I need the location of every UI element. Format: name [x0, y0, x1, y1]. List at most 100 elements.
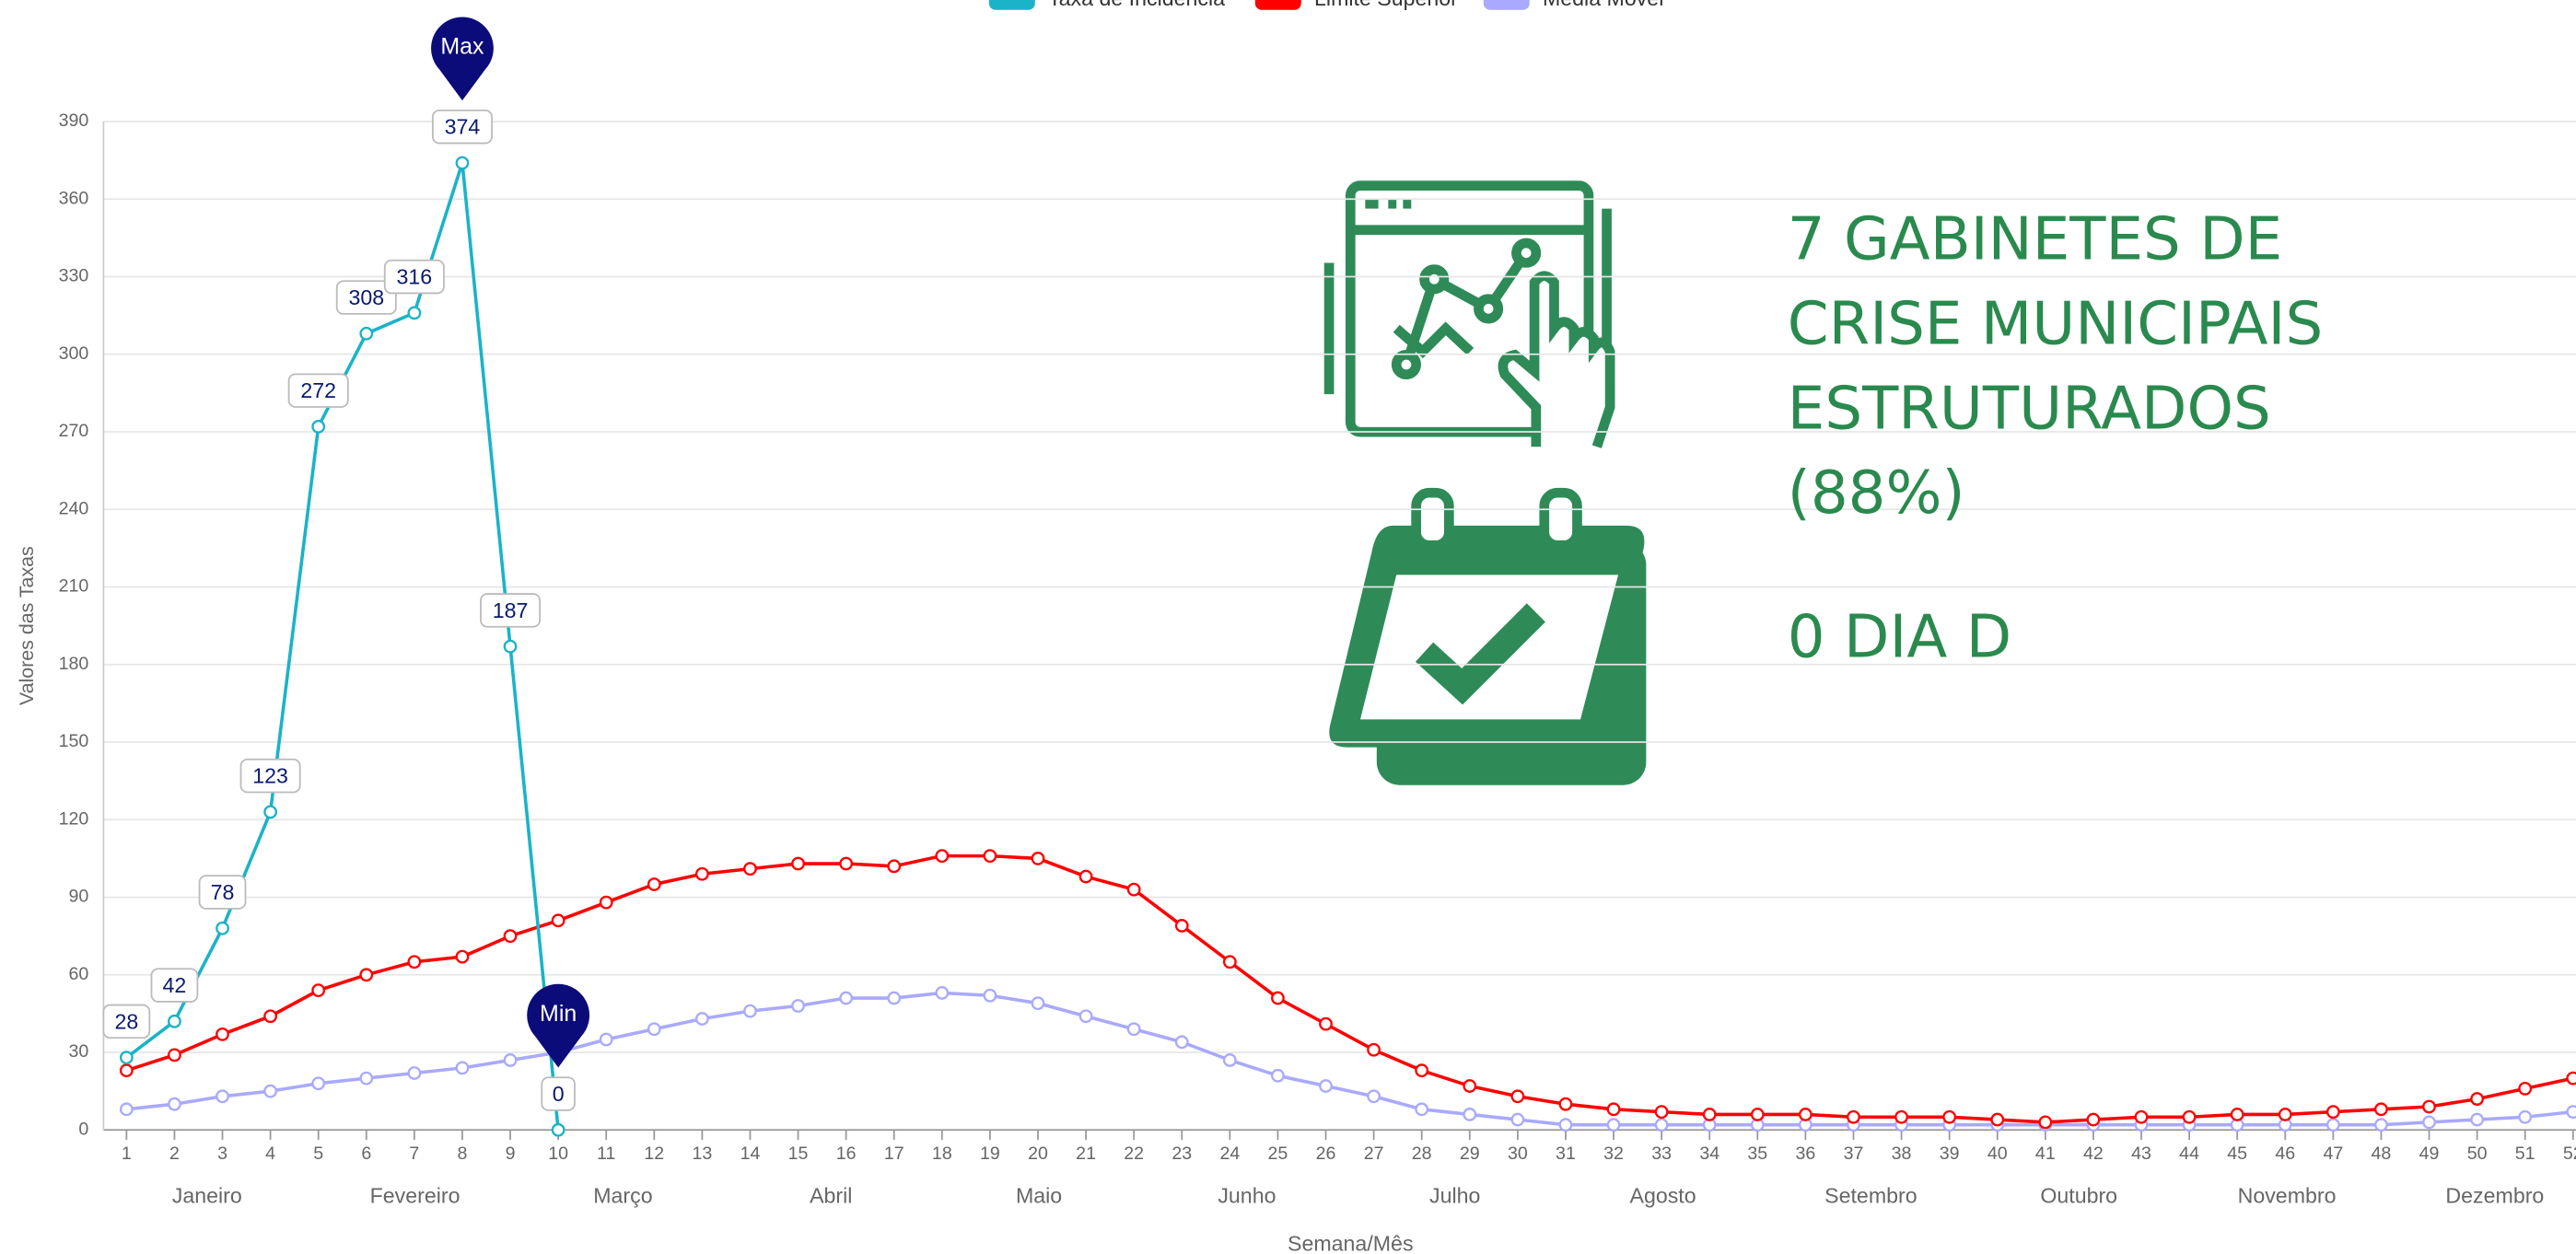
data-point [599, 895, 613, 910]
data-point [1894, 1109, 1908, 1124]
data-label: 28 [114, 1009, 138, 1033]
data-point [935, 849, 950, 864]
y-axis-label: Valores das Taxas [16, 546, 38, 705]
x-tick-label: 20 [1028, 1144, 1048, 1164]
x-tick-label: 28 [1412, 1144, 1432, 1164]
x-tick-label: 31 [1556, 1144, 1576, 1164]
data-label: 374 [445, 115, 481, 139]
data-point [551, 913, 565, 928]
x-tick-label: 15 [788, 1144, 809, 1164]
data-point [407, 1066, 422, 1080]
info-text: (88%) [1788, 459, 1965, 528]
x-axis-label: Semana/Mês [1288, 1231, 1414, 1254]
data-point [2518, 1081, 2533, 1096]
data-point [359, 1071, 374, 1086]
y-tick-label: 270 [59, 421, 89, 441]
data-point [1702, 1108, 1717, 1121]
data-point [119, 1102, 134, 1117]
x-tick-label: 35 [1747, 1144, 1767, 1164]
data-point [647, 877, 661, 891]
data-point [311, 983, 326, 998]
x-tick-label: 10 [548, 1144, 568, 1164]
x-tick-label: 48 [2372, 1144, 2392, 1164]
data-point [1319, 1016, 1333, 1031]
x-tick-label: 23 [1171, 1144, 1192, 1164]
x-tick-label: 51 [2515, 1144, 2535, 1164]
data-point [694, 866, 709, 881]
x-tick-label: 46 [2275, 1144, 2295, 1164]
x-tick-label: 11 [597, 1144, 615, 1164]
x-tick-label: 22 [1124, 1144, 1144, 1164]
annotation-label: Max [440, 34, 484, 60]
data-point [1510, 1112, 1525, 1127]
data-point [263, 1009, 278, 1024]
series-line [126, 991, 2573, 1127]
y-tick-label: 330 [59, 266, 89, 286]
data-point [2470, 1092, 2485, 1106]
data-point [1558, 1118, 1573, 1132]
data-point [1463, 1108, 1477, 1121]
data-point [359, 968, 374, 982]
month-label: Outubro [2040, 1184, 2117, 1208]
data-label-box [102, 1004, 151, 1039]
data-label-box [431, 109, 493, 145]
x-tick-label: 13 [692, 1144, 712, 1164]
x-tick-label: 14 [740, 1144, 761, 1164]
data-label-box [287, 373, 349, 408]
calendar-icon [1329, 487, 1647, 785]
x-tick-label: 33 [1651, 1144, 1672, 1164]
data-point [791, 856, 805, 871]
month-label: Fevereiro [370, 1184, 460, 1208]
x-tick-label: 39 [1940, 1144, 1960, 1164]
data-point [503, 1053, 518, 1067]
data-point [407, 955, 422, 970]
data-point [2086, 1112, 2101, 1127]
data-label-box [335, 280, 397, 315]
data-point [2566, 1105, 2576, 1120]
info-text: 7 GABINETES DE [1788, 205, 2282, 274]
x-tick-label: 2 [169, 1144, 180, 1164]
data-point [1031, 996, 1045, 1011]
data-point [2278, 1108, 2292, 1121]
legend-swatch [1254, 0, 1301, 10]
x-tick-label: 29 [1460, 1144, 1480, 1164]
x-tick-label: 27 [1364, 1144, 1384, 1164]
data-point [1798, 1108, 1813, 1121]
x-tick-label: 3 [217, 1144, 227, 1164]
data-point [1319, 1079, 1333, 1093]
x-tick-label: 21 [1076, 1144, 1096, 1164]
month-label: Agosto [1629, 1184, 1696, 1208]
data-point [2038, 1115, 2053, 1130]
data-label: 272 [300, 378, 336, 402]
data-point [1510, 1089, 1525, 1104]
y-tick-label: 120 [59, 808, 89, 829]
x-tick-label: 44 [2179, 1144, 2199, 1164]
data-point [2325, 1105, 2340, 1120]
x-tick-label: 52 [2563, 1144, 2576, 1164]
data-point [2422, 1099, 2436, 1114]
month-label: Março [593, 1184, 652, 1208]
month-label: Janeiro [172, 1184, 242, 1208]
x-tick-label: 45 [2227, 1144, 2247, 1164]
data-label: 78 [211, 880, 235, 904]
legend-swatch [1483, 0, 1530, 10]
month-label: Maio [1016, 1184, 1062, 1208]
data-point [455, 949, 470, 964]
y-tick-label: 240 [59, 498, 89, 518]
y-tick-label: 30 [69, 1041, 89, 1062]
data-point [2470, 1112, 2485, 1127]
data-point [2134, 1109, 2149, 1124]
data-point [839, 856, 854, 871]
data-point [983, 988, 997, 1003]
month-label: Junho [1218, 1184, 1276, 1208]
x-tick-label: 5 [313, 1144, 323, 1164]
info-text: 0 DIA D [1788, 602, 2011, 671]
data-point [983, 849, 997, 864]
data-point [168, 1097, 181, 1111]
data-point [1463, 1079, 1477, 1093]
x-tick-label: 32 [1603, 1144, 1624, 1164]
x-tick-label: 9 [506, 1144, 516, 1164]
data-label: 187 [493, 598, 529, 622]
